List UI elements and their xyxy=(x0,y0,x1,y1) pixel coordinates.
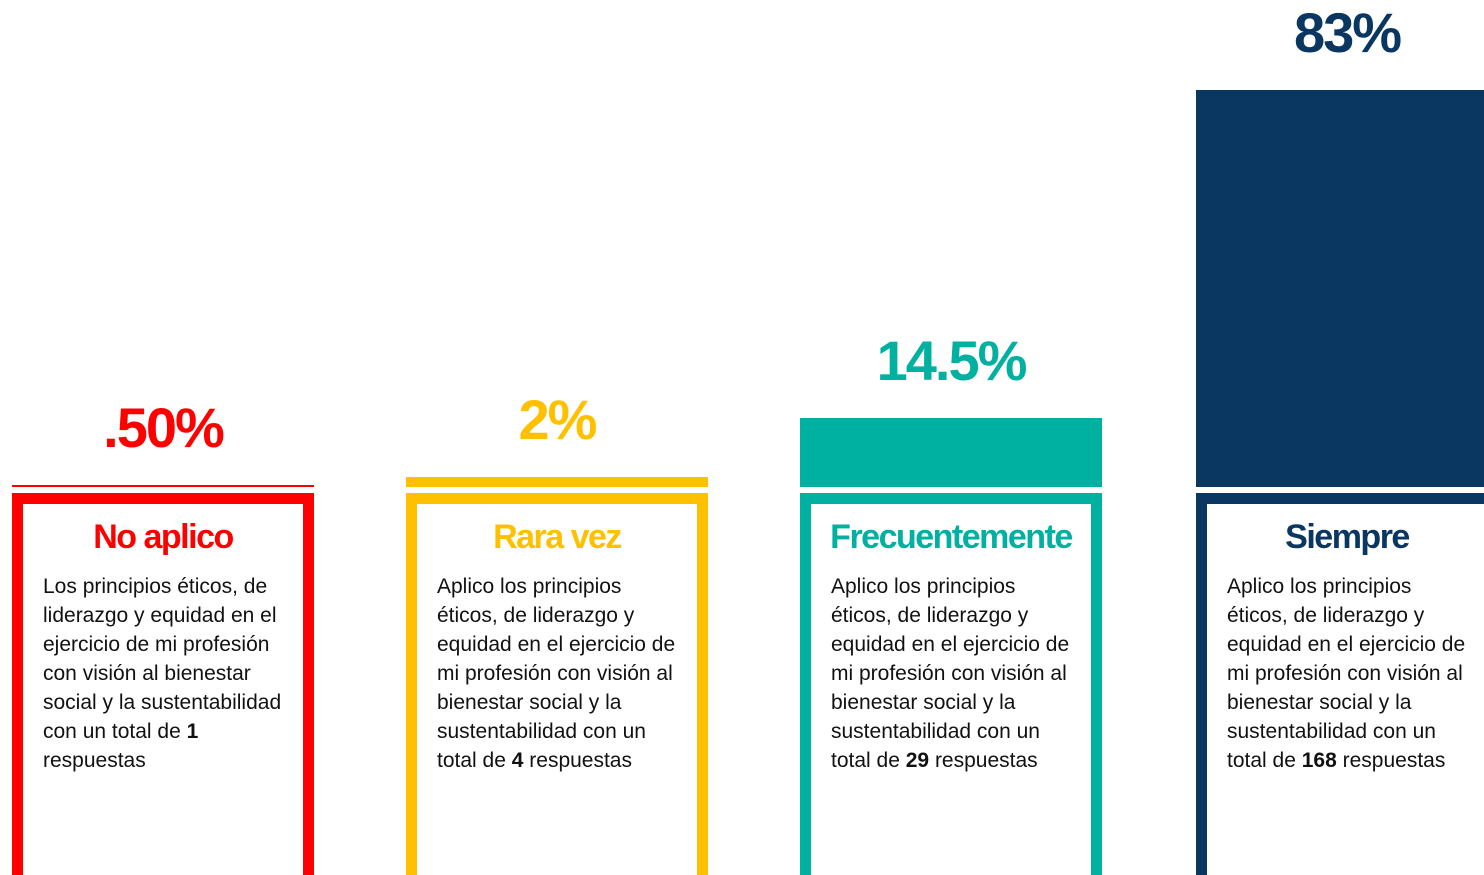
description: Aplico los principios éticos, de lideraz… xyxy=(831,572,1079,775)
category-title: No aplico xyxy=(93,518,234,556)
value-label: 14.5% xyxy=(876,328,1028,392)
response-count: 168 xyxy=(1301,749,1337,772)
description-suffix: respuestas xyxy=(934,749,1038,772)
category-box: Rara vez Aplico los principios éticos, de… xyxy=(406,493,708,875)
description: Aplico los principios éticos, de lideraz… xyxy=(1227,572,1475,775)
category-title: Siempre xyxy=(1285,518,1410,556)
value-label: 2% xyxy=(518,388,598,452)
description-text: Los principios éticos, de liderazgo y eq… xyxy=(43,575,282,743)
category-title: Rara vez xyxy=(493,518,622,556)
category-title: Frecuentemente xyxy=(830,518,1073,556)
description-text: Aplico los principios éticos, de lideraz… xyxy=(1227,575,1466,772)
description-text: Aplico los principios éticos, de lideraz… xyxy=(831,575,1070,772)
category-box: Siempre Aplico los principios éticos, de … xyxy=(1196,493,1484,875)
description-text: Aplico los principios éticos, de lideraz… xyxy=(437,575,676,772)
bar xyxy=(12,484,314,487)
response-count: 29 xyxy=(905,749,930,772)
category-box: No aplico Los principios éticos, de lider… xyxy=(12,493,314,875)
bar xyxy=(800,417,1102,487)
bar xyxy=(406,477,708,487)
category-box: Frecuentemente Aplico los principios étic… xyxy=(800,493,1102,875)
response-count: 4 xyxy=(511,749,524,772)
description-suffix: respuestas xyxy=(1342,749,1446,772)
description: Los principios éticos, de liderazgo y eq… xyxy=(43,572,291,775)
bar xyxy=(1196,90,1484,487)
value-label: 83% xyxy=(1293,1,1402,64)
response-count: 1 xyxy=(186,720,199,743)
description: Aplico los principios éticos, de lideraz… xyxy=(437,572,685,775)
description-suffix: respuestas xyxy=(43,749,146,772)
value-label: .50% xyxy=(103,395,225,459)
description-suffix: respuestas xyxy=(529,749,632,772)
